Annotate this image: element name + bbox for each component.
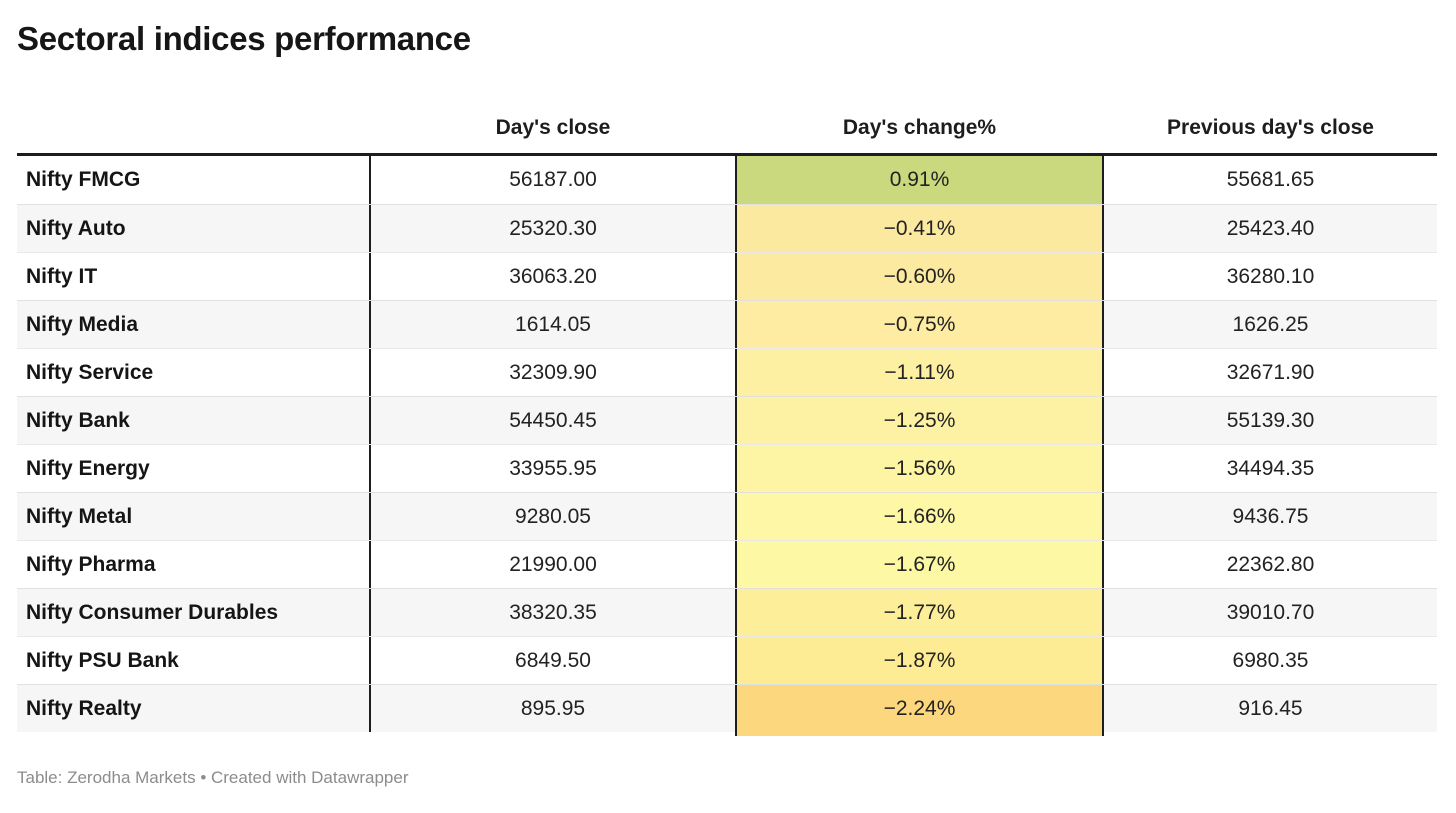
index-name-cell: Nifty Pharma [17, 541, 371, 588]
table-row: Nifty Service 32309.90 −1.11% 32671.90 [17, 348, 1437, 396]
days-close-cell: 33955.95 [509, 456, 597, 480]
index-name-cell: Nifty FMCG [17, 156, 371, 204]
index-name-cell: Nifty Service [17, 349, 371, 396]
days-close-cell: 25320.30 [509, 216, 597, 240]
prev-close-cell: 55139.30 [1226, 408, 1315, 432]
days-change-cell: −0.41% [735, 205, 1104, 252]
days-close-cell: 9280.05 [515, 504, 591, 528]
table-row: Nifty Realty 895.95 −2.24% 916.45 [17, 684, 1437, 736]
footer-source-link[interactable]: Zerodha Markets [67, 768, 196, 787]
days-change-cell: 0.91% [735, 156, 1104, 204]
prev-close-cell: 36280.10 [1226, 264, 1315, 288]
days-change-cell: −1.77% [735, 589, 1104, 636]
index-name-cell: Nifty Consumer Durables [17, 589, 371, 636]
prev-close-cell: 55681.65 [1226, 168, 1315, 191]
table-row: Nifty PSU Bank 6849.50 −1.87% 6980.35 [17, 636, 1437, 684]
table-row: Nifty Consumer Durables 38320.35 −1.77% … [17, 588, 1437, 636]
days-close-cell: 6849.50 [515, 648, 591, 672]
days-change-cell: −1.25% [735, 397, 1104, 444]
column-header-days-change: Day's change% [842, 116, 997, 139]
days-change-cell: −1.67% [735, 541, 1104, 588]
table-row: Nifty Energy 33955.95 −1.56% 34494.35 [17, 444, 1437, 492]
table-body: Nifty FMCG 56187.00 0.91% 55681.65 Nifty… [17, 153, 1437, 736]
prev-close-cell: 32671.90 [1226, 360, 1315, 384]
footer-datawrapper-link[interactable]: Datawrapper [311, 768, 409, 787]
days-change-cell: −0.60% [735, 253, 1104, 300]
prev-close-cell: 22362.80 [1226, 552, 1315, 576]
table-row: Nifty Pharma 21990.00 −1.67% 22362.80 [17, 540, 1437, 588]
datawrapper-table-page: Sectoral indices performance Day's close… [17, 20, 1437, 788]
days-close-cell: 56187.00 [509, 168, 597, 191]
prev-close-cell: 1626.25 [1232, 312, 1309, 336]
days-change-cell: −1.66% [735, 493, 1104, 540]
sector-indices-table: Day's close Day's change% Previous day's… [17, 103, 1437, 736]
table-header-row: Day's close Day's change% Previous day's… [17, 103, 1437, 153]
days-close-cell: 54450.45 [509, 408, 597, 432]
table-row: Nifty IT 36063.20 −0.60% 36280.10 [17, 252, 1437, 300]
table-row: Nifty Media 1614.05 −0.75% 1626.25 [17, 300, 1437, 348]
index-name-cell: Nifty PSU Bank [17, 637, 371, 684]
days-change-cell: −1.11% [735, 349, 1104, 396]
index-name-cell: Nifty Bank [17, 397, 371, 444]
table-row: Nifty FMCG 56187.00 0.91% 55681.65 [17, 156, 1437, 204]
index-name-cell: Nifty Auto [17, 205, 371, 252]
table-row: Nifty Auto 25320.30 −0.41% 25423.40 [17, 204, 1437, 252]
page-title: Sectoral indices performance [17, 20, 471, 57]
footer-created-with: • Created with [195, 768, 312, 787]
prev-close-cell: 39010.70 [1226, 600, 1315, 624]
days-change-cell: −1.56% [735, 445, 1104, 492]
prev-close-cell: 34494.35 [1226, 456, 1315, 480]
days-close-cell: 38320.35 [509, 600, 597, 624]
days-close-cell: 36063.20 [509, 264, 597, 288]
footer-label: Table: [17, 768, 68, 787]
table-row: Nifty Bank 54450.45 −1.25% 55139.30 [17, 396, 1437, 444]
prev-close-cell: 25423.40 [1226, 216, 1315, 240]
index-name-cell: Nifty Metal [17, 493, 371, 540]
column-header-days-close: Day's close [495, 116, 611, 139]
days-close-cell: 1614.05 [515, 312, 591, 336]
days-close-cell: 32309.90 [509, 360, 597, 384]
index-name-cell: Nifty Energy [17, 445, 371, 492]
days-close-cell: 21990.00 [509, 552, 597, 576]
days-change-cell: −2.24% [735, 685, 1104, 736]
prev-close-cell: 916.45 [1238, 696, 1303, 720]
index-name-cell: Nifty Media [17, 301, 371, 348]
days-change-cell: −1.87% [735, 637, 1104, 684]
table-footer: Table: Zerodha Markets • Created with Da… [17, 768, 1437, 788]
index-name-cell: Nifty IT [17, 253, 371, 300]
days-close-cell: 895.95 [520, 696, 586, 720]
table-row: Nifty Metal 9280.05 −1.66% 9436.75 [17, 492, 1437, 540]
index-name-cell: Nifty Realty [17, 685, 371, 732]
days-change-cell: −0.75% [735, 301, 1104, 348]
prev-close-cell: 9436.75 [1232, 504, 1309, 528]
column-header-prev-close: Previous day's close [1167, 116, 1374, 139]
prev-close-cell: 6980.35 [1232, 648, 1309, 672]
